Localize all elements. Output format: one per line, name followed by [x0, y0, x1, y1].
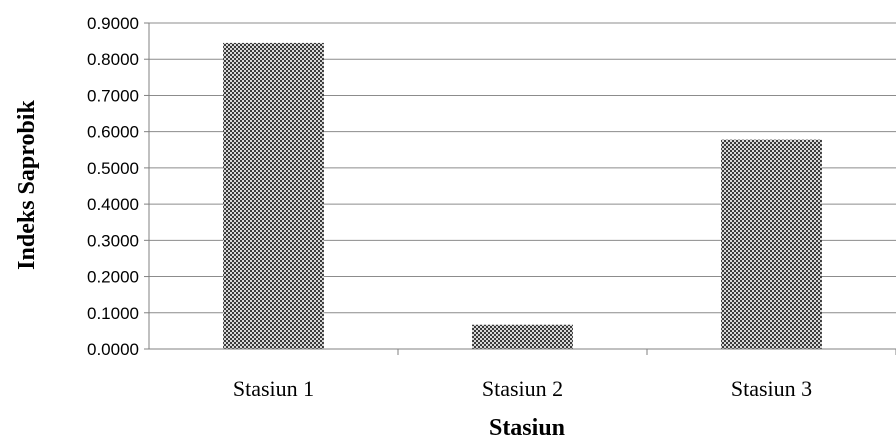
x-tick-label: Stasiun 3 [731, 376, 812, 401]
bar [721, 139, 822, 349]
y-tick-label: 0.4000 [87, 195, 139, 214]
axes [144, 22, 896, 355]
x-axis-title: Stasiun [489, 415, 565, 441]
x-tick-label: Stasiun 1 [233, 376, 314, 401]
y-tick-label: 0.8000 [87, 50, 139, 69]
y-tick-label: 0.0000 [87, 340, 139, 359]
y-tick-label: 0.7000 [87, 86, 139, 105]
bar [223, 42, 324, 350]
y-tick-label: 0.5000 [87, 159, 139, 178]
bar [472, 324, 573, 349]
y-tick-label: 0.1000 [87, 304, 139, 323]
y-tick-label: 0.3000 [87, 231, 139, 250]
y-tick-label: 0.6000 [87, 123, 139, 142]
x-tick-label: Stasiun 2 [482, 376, 563, 401]
y-axis-title: Indeks Saprobik [14, 100, 40, 270]
labels: 0.0000 0.1000 0.2000 0.3000 0.4000 0.5000 0.60… [87, 14, 812, 401]
bars [223, 42, 822, 350]
y-tick-label: 0.9000 [87, 14, 139, 33]
y-tick-label: 0.2000 [87, 268, 139, 287]
